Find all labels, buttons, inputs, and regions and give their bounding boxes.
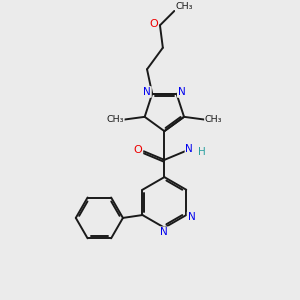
Text: N: N: [178, 87, 186, 97]
Text: N: N: [143, 87, 151, 97]
Text: N: N: [185, 144, 193, 154]
Text: CH₃: CH₃: [106, 115, 124, 124]
Text: O: O: [134, 145, 142, 154]
Text: N: N: [160, 227, 168, 237]
Text: N: N: [188, 212, 195, 222]
Text: CH₃: CH₃: [176, 2, 193, 11]
Text: O: O: [149, 19, 158, 29]
Text: H: H: [198, 147, 206, 158]
Text: CH₃: CH₃: [205, 115, 222, 124]
